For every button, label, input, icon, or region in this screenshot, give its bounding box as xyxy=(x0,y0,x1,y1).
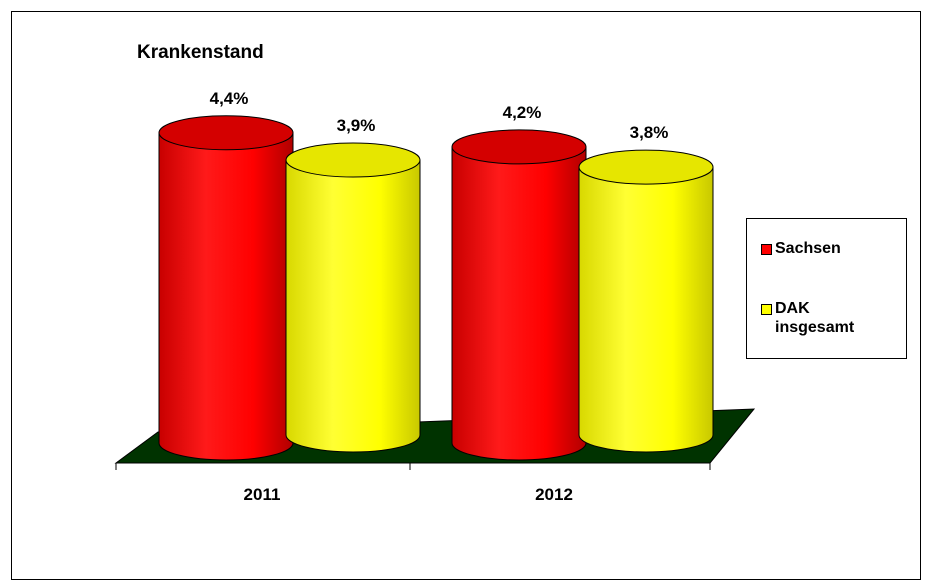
data-label: 4,4% xyxy=(210,89,249,108)
bar-top-cap xyxy=(578,149,714,185)
bar-body xyxy=(451,146,587,461)
legend-label-sachsen: Sachsen xyxy=(775,240,841,257)
legend: Sachsen DAK insgesamt xyxy=(746,218,907,359)
data-label: 3,9% xyxy=(337,116,376,135)
bar-top-cap xyxy=(285,142,421,178)
chart-title: Krankenstand xyxy=(137,42,264,63)
bar-body xyxy=(285,159,421,453)
legend-swatch-sachsen xyxy=(761,244,772,255)
bars-layer: 4,4% 3,9% 4,2% 3,8% xyxy=(158,89,714,461)
legend-label-dak: DAK insgesamt xyxy=(775,300,855,336)
category-label-2011: 2011 xyxy=(244,485,281,504)
bar-sachsen-2011: 4,4% xyxy=(158,89,294,461)
legend-item-dak: DAK insgesamt xyxy=(761,299,881,337)
data-label: 3,8% xyxy=(630,123,669,142)
category-label-2012: 2012 xyxy=(535,485,573,504)
bar-top-cap xyxy=(158,115,294,151)
bar-sachsen-2012: 4,2% xyxy=(451,103,587,461)
bar-body xyxy=(158,132,294,461)
bar-top-cap xyxy=(451,129,587,165)
legend-swatch-dak xyxy=(761,304,772,315)
legend-item-sachsen: Sachsen xyxy=(761,239,841,258)
bar-dak-insgesamt-2012: 3,8% xyxy=(578,123,714,453)
bar-body xyxy=(578,166,714,453)
data-label: 4,2% xyxy=(503,103,542,122)
bar-dak-insgesamt-2011: 3,9% xyxy=(285,116,421,453)
